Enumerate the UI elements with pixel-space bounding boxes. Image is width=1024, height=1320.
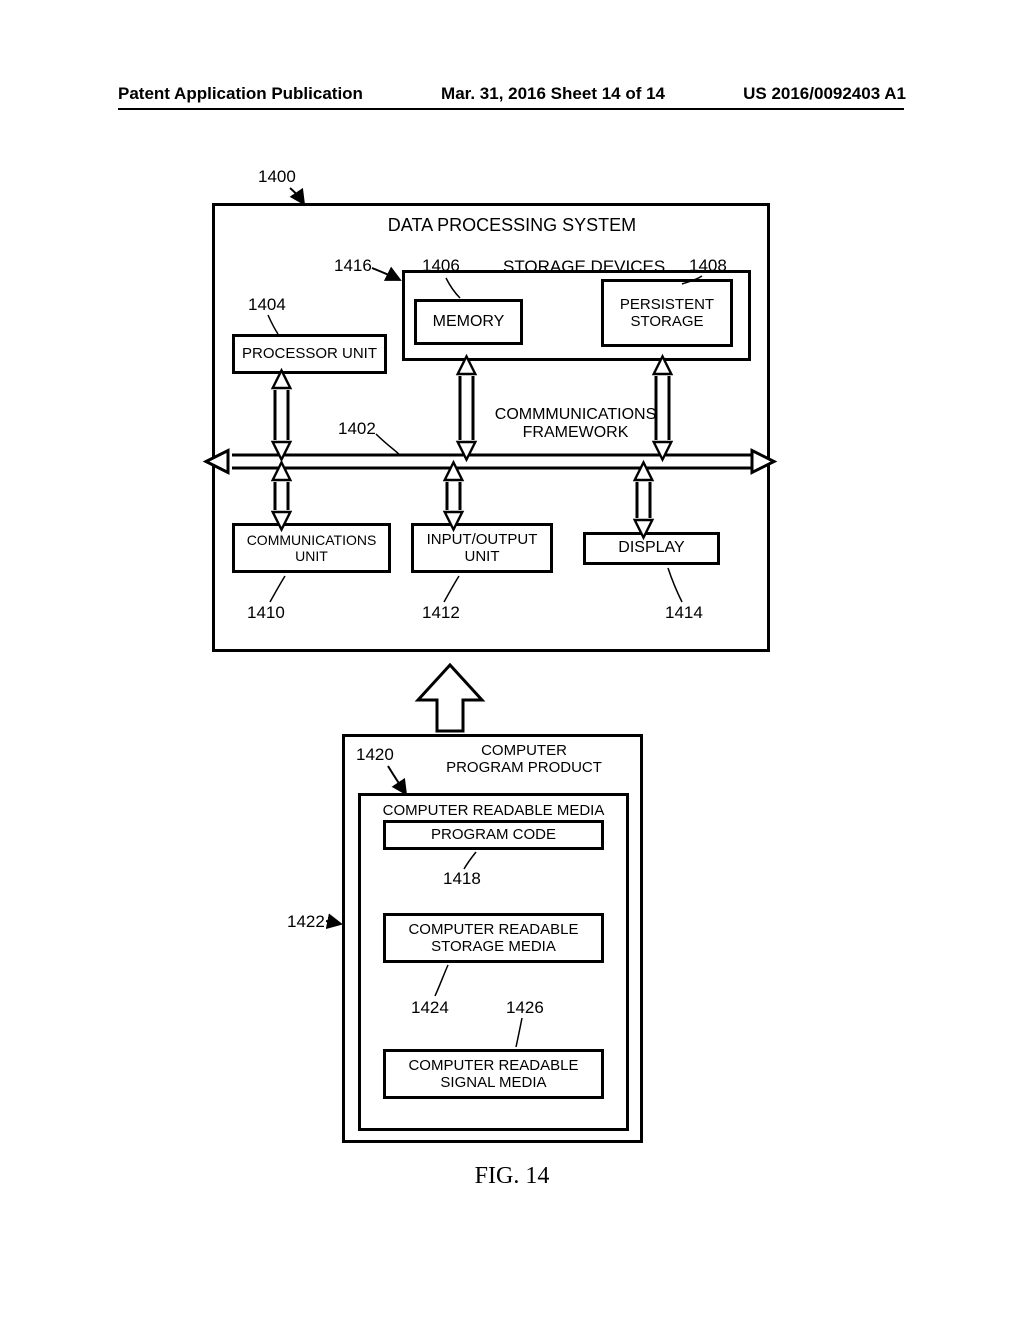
ref-1418: 1418 [443,869,481,889]
processor-box: PROCESSOR UNIT [232,334,387,374]
page: Patent Application Publication Mar. 31, … [0,0,1024,1320]
comm-framework-label: COMMMUNICATIONS FRAMEWORK [488,406,663,441]
figure-caption: FIG. 14 [0,1163,1024,1190]
persistent-storage-box: PERSISTENT STORAGE [601,279,733,347]
page-header: Patent Application Publication Mar. 31, … [0,84,1024,104]
io-unit-label: INPUT/OUTPUT UNIT [427,531,538,566]
crm-label: COMPUTER READABLE MEDIA [383,802,605,819]
ref-1422: 1422 [287,912,325,932]
program-code-label: PROGRAM CODE [431,826,556,843]
ref-1402: 1402 [338,419,376,439]
display-box: DISPLAY [583,532,720,565]
crsig-label: COMPUTER READABLE SIGNAL MEDIA [408,1057,578,1092]
crsm-label: COMPUTER READABLE STORAGE MEDIA [408,921,578,956]
processor-label: PROCESSOR UNIT [242,345,377,362]
cpp-title: COMPUTER PROGRAM PRODUCT [424,742,624,777]
ref-1408: 1408 [689,256,727,276]
memory-box: MEMORY [414,299,523,345]
crsig-box: COMPUTER READABLE SIGNAL MEDIA [383,1049,604,1099]
io-unit-box: INPUT/OUTPUT UNIT [411,523,553,573]
comm-unit-box: COMMUNICATIONS UNIT [232,523,391,573]
header-right: US 2016/0092403 A1 [743,84,906,104]
header-rule [118,108,904,110]
ref-1416: 1416 [334,256,372,276]
ref-1426: 1426 [506,998,544,1018]
ref-1400: 1400 [258,167,296,187]
display-label: DISPLAY [618,539,684,557]
header-left: Patent Application Publication [118,84,363,104]
ref-1420: 1420 [356,745,394,765]
ref-1404: 1404 [248,295,286,315]
persistent-label: PERSISTENT STORAGE [620,296,714,331]
dps-title: DATA PROCESSING SYSTEM [0,215,1024,236]
ref-1406: 1406 [422,256,460,276]
program-code-box: PROGRAM CODE [383,820,604,850]
ref-1410: 1410 [247,603,285,623]
ref-1412: 1412 [422,603,460,623]
ref-1414: 1414 [665,603,703,623]
comm-unit-label: COMMUNICATIONS UNIT [247,532,377,564]
header-center: Mar. 31, 2016 Sheet 14 of 14 [441,84,665,104]
ref-1424: 1424 [411,998,449,1018]
crsm-box: COMPUTER READABLE STORAGE MEDIA [383,913,604,963]
memory-label: MEMORY [433,313,505,331]
